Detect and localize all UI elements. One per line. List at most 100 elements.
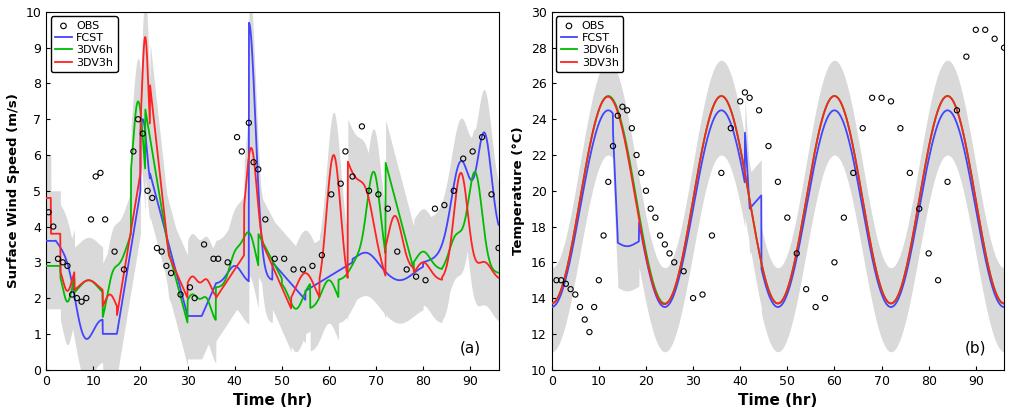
- Point: [685, 295, 702, 301]
- Y-axis label: Temperature (°C): Temperature (°C): [513, 127, 526, 255]
- Point: [714, 170, 730, 176]
- Point: [333, 181, 349, 187]
- Y-axis label: Surface Wind Speed (m/s): Surface Wind Speed (m/s): [7, 93, 20, 288]
- Point: [490, 245, 507, 251]
- Point: [779, 214, 796, 221]
- Point: [234, 148, 250, 155]
- Point: [977, 27, 993, 33]
- Point: [939, 178, 955, 185]
- Point: [324, 191, 340, 198]
- Point: [125, 148, 142, 155]
- Point: [182, 284, 198, 290]
- Point: [196, 241, 212, 248]
- Point: [140, 188, 156, 194]
- Point: [97, 216, 113, 223]
- Point: [695, 291, 711, 298]
- Point: [911, 205, 927, 212]
- Point: [643, 205, 659, 212]
- Point: [661, 250, 677, 257]
- Point: [732, 98, 748, 105]
- Point: [228, 134, 245, 140]
- X-axis label: Time (hr): Time (hr): [233, 393, 312, 408]
- Point: [567, 291, 583, 298]
- Point: [666, 259, 682, 266]
- Point: [130, 116, 147, 122]
- Point: [590, 277, 607, 283]
- Point: [883, 98, 899, 105]
- Point: [45, 223, 62, 230]
- Point: [437, 202, 453, 208]
- Point: [83, 216, 99, 223]
- Point: [704, 232, 720, 239]
- Point: [60, 263, 76, 269]
- Point: [250, 166, 266, 173]
- Point: [893, 125, 909, 132]
- Point: [219, 259, 236, 266]
- Point: [652, 232, 668, 239]
- Point: [88, 173, 104, 180]
- Point: [55, 259, 71, 266]
- Point: [874, 95, 890, 101]
- Point: [295, 266, 311, 273]
- Point: [610, 112, 626, 119]
- Point: [474, 134, 490, 140]
- Point: [930, 277, 946, 283]
- Point: [958, 54, 975, 60]
- Point: [586, 304, 603, 310]
- Point: [601, 178, 617, 185]
- Point: [173, 291, 189, 298]
- Point: [304, 263, 320, 269]
- Point: [968, 27, 984, 33]
- Point: [69, 295, 85, 301]
- Point: [864, 95, 881, 101]
- Point: [134, 130, 151, 137]
- Point: [145, 195, 161, 201]
- Point: [276, 256, 292, 262]
- Point: [92, 170, 108, 176]
- Point: [338, 148, 354, 155]
- Point: [737, 89, 753, 96]
- Point: [854, 125, 870, 132]
- Point: [210, 256, 226, 262]
- Point: [40, 209, 57, 215]
- Point: [408, 273, 425, 280]
- Point: [380, 205, 396, 212]
- X-axis label: Time (hr): Time (hr): [738, 393, 818, 408]
- Point: [446, 188, 462, 194]
- Point: [572, 304, 588, 310]
- Point: [345, 173, 361, 180]
- Point: [553, 277, 569, 283]
- Point: [751, 107, 767, 114]
- Point: [78, 295, 94, 301]
- Point: [50, 256, 66, 262]
- Point: [624, 125, 640, 132]
- Point: [808, 304, 824, 310]
- Point: [267, 256, 283, 262]
- Point: [106, 248, 122, 255]
- Point: [389, 248, 405, 255]
- Point: [418, 277, 434, 283]
- Point: [187, 295, 203, 301]
- Point: [64, 291, 80, 298]
- Text: (a): (a): [459, 340, 480, 355]
- Point: [638, 188, 654, 194]
- Point: [483, 191, 499, 198]
- Point: [769, 178, 786, 185]
- Legend: OBS, FCST, 3DV6h, 3DV3h: OBS, FCST, 3DV6h, 3DV3h: [556, 16, 623, 72]
- Point: [605, 143, 621, 149]
- Point: [159, 263, 175, 269]
- Point: [548, 277, 564, 283]
- Point: [354, 123, 370, 130]
- Point: [675, 268, 692, 275]
- Point: [576, 316, 592, 323]
- Point: [845, 170, 861, 176]
- Point: [741, 95, 757, 101]
- Point: [116, 266, 132, 273]
- Point: [398, 266, 415, 273]
- Point: [996, 44, 1011, 51]
- Point: [464, 148, 480, 155]
- Point: [902, 170, 918, 176]
- Point: [205, 256, 221, 262]
- Point: [633, 170, 649, 176]
- Point: [836, 214, 852, 221]
